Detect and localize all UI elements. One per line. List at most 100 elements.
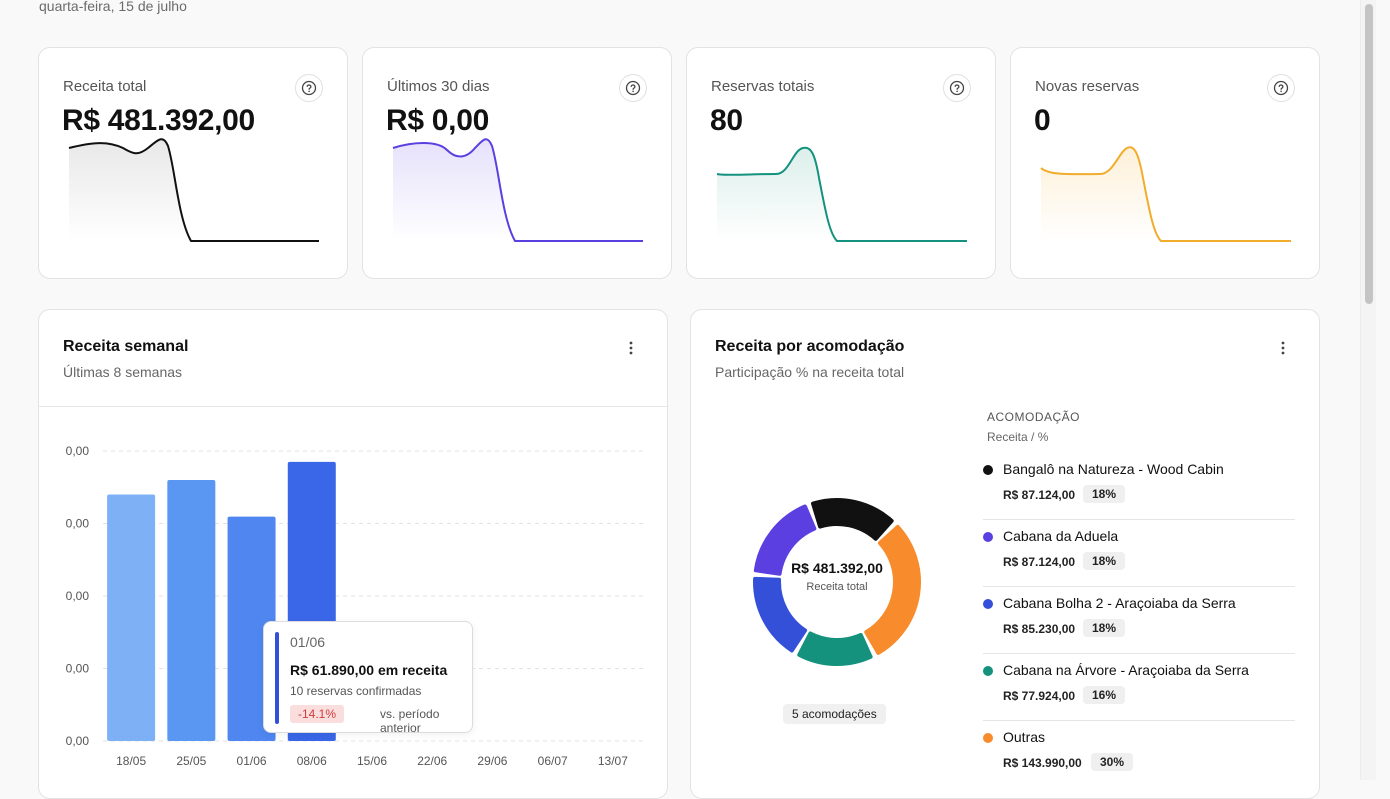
- legend-subheader: Receita / %: [987, 430, 1049, 444]
- kpi-label: Últimos 30 dias: [387, 78, 490, 95]
- sparkline-area: [393, 139, 643, 241]
- weekly-bar-chart: 0,00 0,00 0,00 0,00 0,00 18/05 25/05 01/06 08/0…: [66, 444, 645, 768]
- y-tick-label: 0,00: [66, 662, 90, 676]
- help-icon[interactable]: [943, 74, 971, 102]
- legend-value: R$ 143.990,00: [1003, 756, 1082, 770]
- sparkline-line: [68, 138, 319, 242]
- kpi-value: 80: [710, 104, 743, 137]
- legend-value: R$ 87.124,00: [1003, 488, 1076, 502]
- donut-label: Receita total: [806, 581, 868, 593]
- sparkline-area: [1041, 147, 1291, 241]
- legend-item[interactable]: Cabana da Aduela R$ 87.124,00 18%: [983, 520, 1295, 587]
- donut-center: R$ 481.392,00 Receita total: [741, 560, 933, 593]
- more-vertical-icon[interactable]: [1273, 338, 1293, 358]
- bar-18-05: [107, 494, 156, 741]
- legend-percent: 18%: [1083, 485, 1126, 503]
- panel-divider: [39, 406, 667, 407]
- kpi-value: R$ 481.392,00: [62, 104, 255, 137]
- accommodation-donut-chart: [753, 498, 921, 666]
- kpi-sparkline: [1040, 146, 1291, 242]
- legend-dot: [983, 666, 993, 676]
- legend-dot: [983, 599, 993, 609]
- more-vertical-icon[interactable]: [621, 338, 641, 358]
- donut-slice-2: [753, 576, 808, 653]
- x-tick-label: 06/07: [538, 754, 568, 768]
- x-tick-label: 29/06: [477, 754, 507, 768]
- kpi-label: Novas reservas: [1035, 78, 1140, 95]
- x-tick-label: 15/06: [357, 754, 387, 768]
- panel-title: Receita semanal: [63, 338, 189, 355]
- panel-subtitle: Participação % na receita total: [715, 364, 905, 380]
- panel-subtitle: Últimas 8 semanas: [63, 364, 183, 380]
- legend-value: R$ 85.230,00: [1003, 622, 1076, 636]
- y-tick-label: 0,00: [66, 589, 90, 603]
- donut-slice-0: [811, 498, 894, 541]
- help-icon[interactable]: [619, 74, 647, 102]
- help-icon[interactable]: [1267, 74, 1295, 102]
- legend-name: Bangalô na Natureza - Wood Cabin: [1003, 461, 1224, 477]
- bar-25-05: [167, 480, 216, 741]
- accommodation-count-badge: 5 acomodações: [783, 704, 886, 724]
- sparkline-area: [717, 147, 967, 241]
- donut-slice-3: [797, 631, 873, 666]
- kpi-value: R$ 0,00: [386, 104, 489, 137]
- x-tick-label: 18/05: [116, 754, 146, 768]
- tooltip-accent: [275, 632, 279, 724]
- donut-total: R$ 481.392,00: [791, 560, 883, 576]
- sparkline-area: [69, 139, 319, 241]
- tooltip-bookings: 10 reservas confirmadas: [290, 684, 422, 698]
- donut-slice-4: [864, 524, 921, 655]
- legend-header: ACOMODAÇÃO: [987, 410, 1081, 424]
- kpi-card-receita-total: Receita total R$ 481.392,00: [38, 47, 348, 279]
- y-tick-label: 0,00: [66, 517, 90, 531]
- chart-tooltip: 01/06 R$ 61.890,00 em receita 10 reserva…: [263, 621, 473, 735]
- legend-percent: 18%: [1083, 552, 1126, 570]
- help-icon[interactable]: [295, 74, 323, 102]
- kpi-label: Reservas totais: [711, 78, 815, 95]
- page-scrollbar[interactable]: [1360, 0, 1376, 780]
- legend-dot: [983, 532, 993, 542]
- legend-percent: 30%: [1091, 753, 1134, 771]
- legend-name: Cabana na Árvore - Araçoiaba da Serra: [1003, 662, 1249, 678]
- x-tick-label: 22/06: [417, 754, 447, 768]
- scrollbar-thumb[interactable]: [1365, 4, 1373, 304]
- legend-dot: [983, 465, 993, 475]
- legend-percent: 16%: [1083, 686, 1126, 704]
- kpi-card-novas-reservas: Novas reservas 0: [1010, 47, 1320, 279]
- legend-item[interactable]: Cabana Bolha 2 - Araçoiaba da Serra R$ 8…: [983, 587, 1295, 654]
- accommodation-revenue-panel: Receita por acomodação Participação % na…: [690, 309, 1320, 799]
- legend-percent: 18%: [1083, 619, 1126, 637]
- tooltip-note: vs. período anterior: [380, 707, 440, 735]
- y-tick-label: 0,00: [66, 444, 90, 458]
- weekly-revenue-panel: Receita semanal Últimas 8 semanas 0,00 0,…: [38, 309, 668, 799]
- legend-value: R$ 87.124,00: [1003, 555, 1076, 569]
- sparkline-line: [716, 146, 967, 242]
- page-date: quarta-feira, 15 de julho: [39, 0, 187, 14]
- tooltip-value: R$ 61.890,00 em receita: [290, 662, 448, 678]
- x-tick-label: 13/07: [598, 754, 628, 768]
- x-tick-label: 01/06: [237, 754, 267, 768]
- kpi-sparkline: [392, 138, 643, 242]
- legend-name: Outras: [1003, 729, 1046, 745]
- kpi-sparkline: [68, 138, 319, 242]
- sparkline-line: [1040, 146, 1291, 242]
- y-tick-label: 0,00: [66, 734, 90, 748]
- donut-slice-1: [753, 504, 817, 576]
- panel-title: Receita por acomodação: [715, 338, 905, 355]
- x-tick-label: 08/06: [297, 754, 327, 768]
- kpi-label: Receita total: [63, 78, 147, 95]
- legend-name: Cabana da Aduela: [1003, 528, 1119, 544]
- kpi-card-reservas-totais: Reservas totais 80: [686, 47, 996, 279]
- kpi-value: 0: [1034, 104, 1051, 137]
- tooltip-date: 01/06: [290, 634, 326, 650]
- legend-item[interactable]: Bangalô na Natureza - Wood Cabin R$ 87.1…: [983, 453, 1295, 520]
- legend-item[interactable]: Cabana na Árvore - Araçoiaba da Serra R$…: [983, 654, 1295, 721]
- legend-item[interactable]: Outras R$ 143.990,00 30%: [983, 721, 1295, 788]
- legend-value: R$ 77.924,00: [1003, 689, 1076, 703]
- sparkline-line: [392, 138, 643, 242]
- kpi-sparkline: [716, 146, 967, 242]
- legend-dot: [983, 733, 993, 743]
- legend-name: Cabana Bolha 2 - Araçoiaba da Serra: [1003, 595, 1236, 611]
- kpi-card-ultimos-30-dias: Últimos 30 dias R$ 0,00: [362, 47, 672, 279]
- x-tick-label: 25/05: [176, 754, 206, 768]
